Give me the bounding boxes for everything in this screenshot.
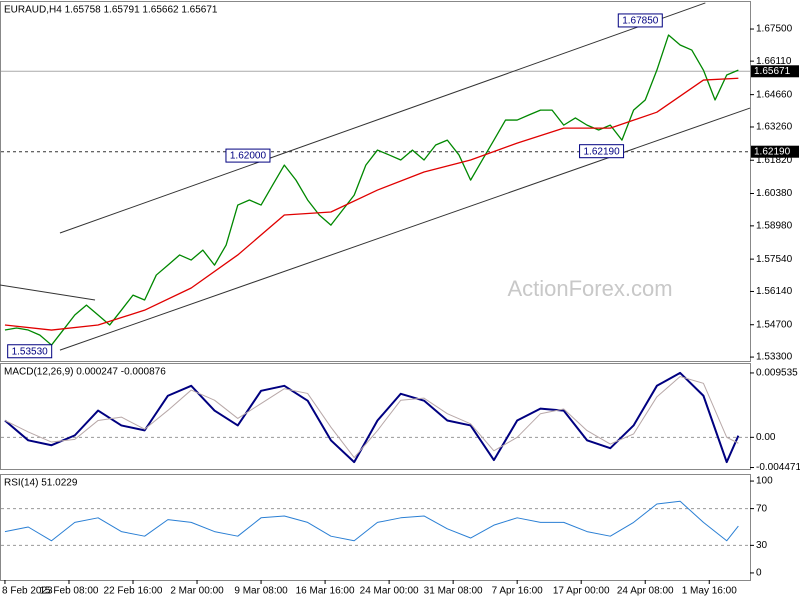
series-line [4,376,739,459]
annotation-box [7,344,53,359]
price-tag [751,145,799,158]
y-tick-label: 0 [756,568,762,579]
y-tick-label: 1.54700 [756,319,793,330]
y-tick-label: 0.009535 [756,368,798,379]
annotation-box [225,148,271,163]
trend-line [59,2,706,234]
x-tick-label: 15 Feb 08:00 [40,586,99,597]
y-tick-label: 100 [756,476,773,487]
annotation-label: 1.62190 [583,146,620,157]
y-tick-label: 30 [756,540,768,551]
y-tick-label: -0.004471 [756,462,800,473]
x-tick-label: 2 Mar 00:00 [170,586,224,597]
annotation-label: 1.62000 [230,151,267,162]
x-tick-label: 8 Feb 2023 [2,586,53,597]
x-tick-label: 1 May 16:00 [682,586,737,597]
x-tick-label: 9 Mar 08:00 [234,586,288,597]
macd-panel [0,363,751,470]
x-tick-label: 17 Apr 00:00 [553,586,610,597]
watermark: ActionForex.com [507,276,672,301]
panel-title: EURAUD,H4 1.65758 1.65791 1.65662 1.6567… [4,5,218,16]
series-line [4,34,739,346]
y-tick-label: 1.67500 [756,24,793,35]
trend-line [0,284,96,301]
y-tick-label: 0.00 [756,432,776,443]
annotation-box [617,13,663,28]
x-tick-label: 31 Mar 08:00 [424,586,483,597]
annotation-label: 1.67850 [622,16,659,27]
y-tick-label: 1.63260 [756,122,793,133]
y-tick-label: 1.57540 [756,254,793,265]
panel-title: MACD(12,26,9) 0.000247 -0.000876 [4,367,166,378]
price-tag [751,65,799,78]
y-tick-label: 1.53300 [756,352,793,363]
x-tick-label: 7 Apr 16:00 [492,586,544,597]
price-tag-label: 1.62190 [754,146,791,157]
x-tick-label: 24 Apr 08:00 [617,586,674,597]
panel-title: RSI(14) 51.0229 [4,478,78,489]
y-tick-label: 1.58980 [756,220,793,231]
series-line [4,500,739,542]
y-tick-label: 1.60380 [756,188,793,199]
x-tick-label: 22 Feb 16:00 [104,586,163,597]
y-tick-label: 70 [756,503,768,514]
x-tick-label: 24 Mar 00:00 [360,586,419,597]
trend-line [59,107,751,351]
rsi-panel [0,474,751,581]
annotation-box [579,144,625,159]
y-tick-label: 1.66110 [756,56,792,67]
price-panel [0,1,751,362]
y-tick-label: 1.61820 [756,155,793,166]
y-tick-label: 1.64660 [756,89,793,100]
annotation-label: 1.53530 [12,346,49,357]
series-line [4,77,739,331]
x-tick-label: 16 Mar 16:00 [296,586,355,597]
y-tick-label: 1.56140 [756,286,793,297]
series-line [4,371,740,464]
price-tag-label: 1.65671 [754,66,791,77]
